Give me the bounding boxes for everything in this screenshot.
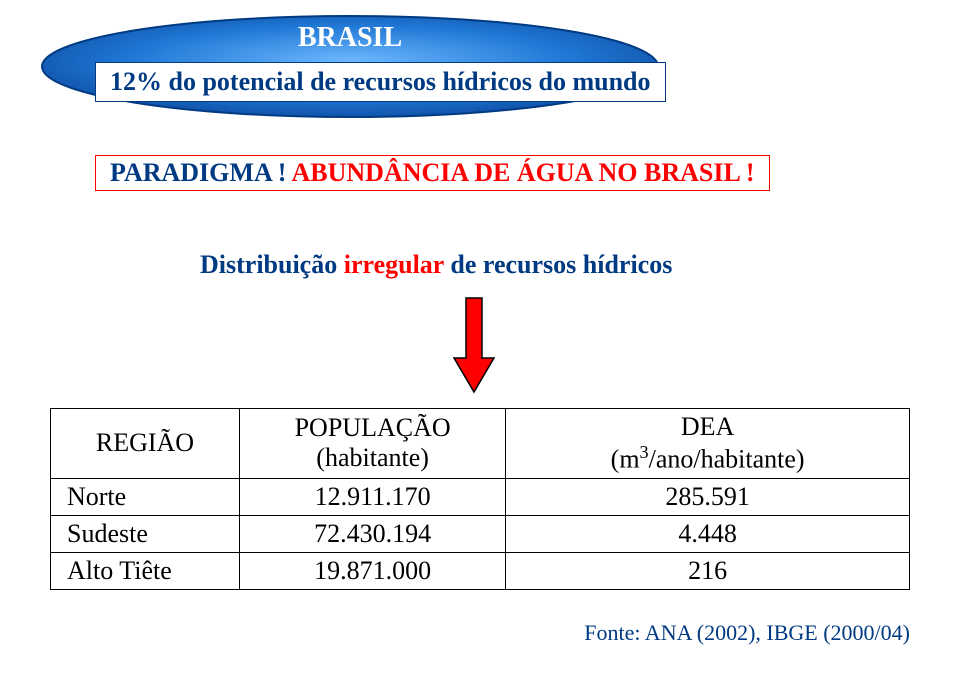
- source-text: Fonte: ANA (2002), IBGE (2000/04): [584, 620, 910, 645]
- cell-pop: 19.871.000: [239, 552, 505, 589]
- table-row: Sudeste 72.430.194 4.448: [51, 515, 910, 552]
- cell-dea: 4.448: [506, 515, 910, 552]
- col-region: REGIÃO: [51, 409, 240, 479]
- paradigm-em: ABUNDÂNCIA DE ÁGUA NO BRASIL !: [292, 158, 755, 187]
- col-dea-l2-sup: 3: [640, 442, 649, 462]
- cell-dea: 285.591: [506, 478, 910, 515]
- col-pop-l2: (habitante): [316, 443, 429, 472]
- col-dea-l1: DEA: [681, 412, 734, 441]
- cell-region: Sudeste: [51, 515, 240, 552]
- data-table: REGIÃO POPULAÇÃO (habitante) DEA (m3/ano…: [50, 408, 910, 590]
- table-row: Alto Tiête 19.871.000 216: [51, 552, 910, 589]
- subhead-box: 12% do potencial de recursos hídricos do…: [95, 62, 666, 102]
- col-pop: POPULAÇÃO (habitante): [239, 409, 505, 479]
- col-dea-l2-pre: (m: [611, 445, 640, 474]
- down-arrow-icon: [450, 296, 498, 396]
- page-title: BRASIL: [298, 22, 402, 54]
- dist-pre: Distribuição: [200, 250, 344, 279]
- cell-region: Norte: [51, 478, 240, 515]
- paradigm-pre: PARADIGMA !: [110, 158, 292, 187]
- cell-pop: 72.430.194: [239, 515, 505, 552]
- distribution-line: Distribuição irregular de recursos hídri…: [200, 250, 672, 280]
- dist-post: de recursos hídricos: [444, 250, 672, 279]
- source-citation: Fonte: ANA (2002), IBGE (2000/04): [584, 620, 910, 646]
- col-dea: DEA (m3/ano/habitante): [506, 409, 910, 479]
- cell-region: Alto Tiête: [51, 552, 240, 589]
- col-pop-l1: POPULAÇÃO: [295, 413, 451, 442]
- table-header-row: REGIÃO POPULAÇÃO (habitante) DEA (m3/ano…: [51, 409, 910, 479]
- table-row: Norte 12.911.170 285.591: [51, 478, 910, 515]
- subhead-text: 12% do potencial de recursos hídricos do…: [110, 67, 651, 96]
- dist-mid: irregular: [344, 250, 444, 279]
- cell-pop: 12.911.170: [239, 478, 505, 515]
- col-dea-l2-post: /ano/habitante): [649, 445, 805, 474]
- cell-dea: 216: [506, 552, 910, 589]
- col-region-label: REGIÃO: [96, 428, 194, 457]
- paradigm-box: PARADIGMA ! ABUNDÂNCIA DE ÁGUA NO BRASIL…: [95, 155, 770, 191]
